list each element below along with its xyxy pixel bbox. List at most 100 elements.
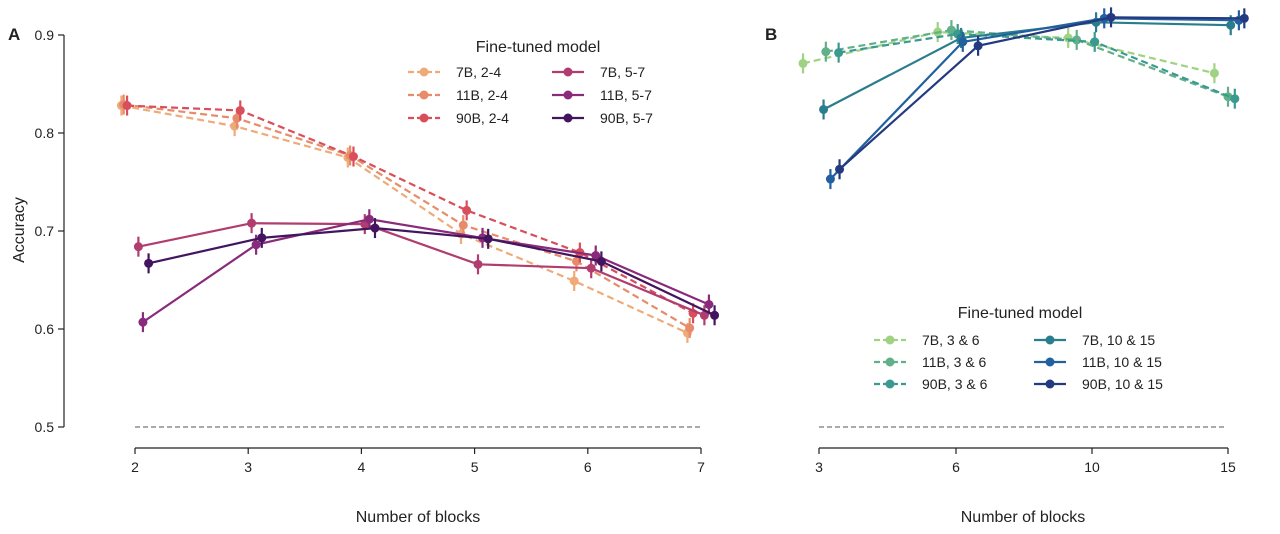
panel-a-legend-entry: 7B, 2-4 <box>456 64 501 80</box>
panel-a-legend-swatch-marker <box>563 113 573 123</box>
panel-b-legend-swatch-marker <box>885 335 895 345</box>
panel-a-data-point <box>138 317 148 327</box>
panel-a-data-point <box>586 263 596 273</box>
panel-b-x-tick-label: 6 <box>952 459 960 475</box>
panel-b-legend-entry: 7B, 3 & 6 <box>922 332 980 348</box>
panel-b-data-point <box>819 104 829 114</box>
panel-a-legend-swatch-marker <box>419 90 429 100</box>
panel-b-legend-entry: 7B, 10 & 15 <box>1082 332 1155 348</box>
panel-a-data-point <box>483 234 493 244</box>
panel-b-data-point <box>825 174 835 184</box>
panel-a-data-point <box>370 223 380 233</box>
panel-a-plot: 0.5 0.6 0.7 0.8 0.9 2 3 4 5 6 7 Fine-tuned model 7B,… <box>35 27 720 475</box>
panel-b-series-line <box>829 17 1239 180</box>
panel-a-data-point <box>699 310 709 320</box>
panel-a-x-tick-label: 4 <box>358 459 366 475</box>
panel-a-data-point <box>247 218 257 228</box>
panel-a-legend: Fine-tuned model 7B, 2-4 11B, 2-4 90B, 2-4 7… <box>408 39 653 126</box>
panel-b-x-tick-label: 10 <box>1084 459 1100 475</box>
panel-b-data-point <box>1230 94 1240 104</box>
panel-a-x-tick-label: 2 <box>131 459 139 475</box>
panel-b-legend-swatch-marker <box>885 357 895 367</box>
panel-b-x-axis-label: Number of blocks <box>961 509 1086 526</box>
panel-a-legend-entry: 11B, 2-4 <box>456 87 508 103</box>
panel-b-legend-entry: 11B, 3 & 6 <box>922 354 987 370</box>
panel-a-label: A <box>8 25 20 44</box>
panel-a-data-point <box>710 310 720 320</box>
panel-b-data-point <box>1090 37 1100 47</box>
panel-a-series-line <box>127 104 694 315</box>
panel-a-data-point <box>462 205 472 215</box>
panel-b-data-point <box>1106 12 1116 22</box>
panel-b-data-point <box>821 47 831 57</box>
panel-b-data-point <box>834 48 844 58</box>
panel-a-data-point <box>571 256 581 266</box>
panel-a-x-tick-label: 3 <box>244 459 252 475</box>
panel-a-data-point <box>364 214 374 224</box>
panel-b-data-point <box>1072 35 1082 45</box>
panel-b-legend-swatch-marker <box>1045 357 1055 367</box>
panel-b-data-point <box>798 58 808 68</box>
panel-a-series-line <box>121 104 688 334</box>
panel-a-data-point <box>569 276 579 286</box>
panel-b-legend-title: Fine-tuned model <box>958 305 1083 322</box>
panel-b-data-point <box>973 41 983 51</box>
panel-b-x-tick-label: 15 <box>1220 459 1236 475</box>
panel-b-data-point <box>1239 13 1249 23</box>
panel-a-legend-entry: 90B, 2-4 <box>456 110 509 126</box>
panel-a-legend-swatch-marker <box>563 67 573 77</box>
panel-a-data-point <box>685 323 695 333</box>
panel-b-legend: Fine-tuned model 7B, 3 & 6 11B, 3 & 6 90B, … <box>874 305 1163 392</box>
panel-a-series-line <box>123 103 691 329</box>
panel-a-legend-entry: 7B, 5-7 <box>600 64 645 80</box>
panel-a-legend-swatch-marker <box>419 113 429 123</box>
panel-a-data-point <box>144 258 154 268</box>
panel-b-data-point <box>958 37 968 47</box>
panel-a-x-tick-label: 6 <box>584 459 592 475</box>
panel-a-data-point <box>473 259 483 269</box>
panel-b-data-point <box>1226 20 1236 30</box>
panel-b-data-point <box>835 164 845 174</box>
panel-a-data-point <box>591 251 601 260</box>
panel-a-y-tick-label: 0.9 <box>35 27 55 43</box>
panel-a-legend-swatch-marker <box>419 67 429 77</box>
panel-a-data-point <box>348 152 358 162</box>
panel-a-data-point <box>235 105 245 115</box>
panel-b-data-point <box>1209 68 1219 78</box>
panel-a-data-point <box>251 240 261 250</box>
panel-b-legend-swatch-marker <box>1045 379 1055 389</box>
panel-a-y-tick-label: 0.5 <box>35 419 55 435</box>
panel-b-series-line <box>838 16 1245 171</box>
panel-a-y-tick-label: 0.7 <box>35 223 55 239</box>
panel-a-series-line <box>142 218 710 324</box>
panel-a-data-point <box>133 242 143 252</box>
panel-a-data-point <box>257 233 267 243</box>
panel-a-data-point <box>704 300 714 309</box>
panel-a-series-line <box>138 222 705 317</box>
panel-b-legend-entry: 11B, 10 & 15 <box>1082 354 1162 370</box>
panel-a-data-point <box>458 220 468 230</box>
panel-a-y-tick-label: 0.8 <box>35 125 55 141</box>
panel-b-label: B <box>765 25 777 44</box>
panel-a-y-tick-label: 0.6 <box>35 321 55 337</box>
panel-b-x-tick-label: 3 <box>815 459 823 475</box>
panel-a-legend-entry: 90B, 5-7 <box>600 110 653 126</box>
panel-a-x-tick-label: 5 <box>471 459 479 475</box>
panel-b-legend-swatch-marker <box>885 379 895 389</box>
panel-a-series-line <box>148 226 716 317</box>
panel-b-legend-swatch-marker <box>1045 335 1055 345</box>
panel-b-legend-entry: 90B, 10 & 15 <box>1082 376 1163 392</box>
panel-b-legend-entry: 90B, 3 & 6 <box>922 376 988 392</box>
panel-b-plot: 3 6 10 15 Fine-tuned model 7B, 3 & 6 11B, 3 & … <box>798 7 1249 475</box>
panel-b-series-line <box>825 28 1229 98</box>
panel-a-x-tick-label: 7 <box>697 459 705 475</box>
panel-a-data-point <box>122 101 132 111</box>
panel-a-data-point <box>232 113 242 123</box>
panel-a-legend-entry: 11B, 5-7 <box>600 87 652 103</box>
panel-a-data-point <box>596 256 606 266</box>
panel-b-series-line <box>838 32 1236 100</box>
panel-a-y-axis-label: Accuracy <box>11 197 28 263</box>
panel-a-legend-swatch-marker <box>563 90 573 100</box>
panel-a-legend-title: Fine-tuned model <box>476 39 601 56</box>
